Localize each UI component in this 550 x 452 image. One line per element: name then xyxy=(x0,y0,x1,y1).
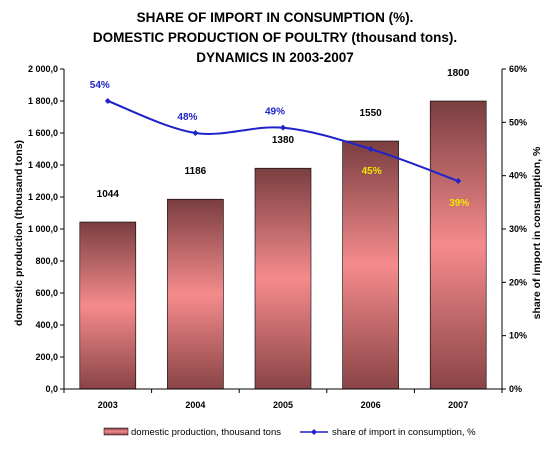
y-left-tick-label: 1 600,0 xyxy=(28,128,58,138)
y-left-tick-label: 600,0 xyxy=(35,288,58,298)
y-left-tick-label: 400,0 xyxy=(35,320,58,330)
x-tick-label-2005: 2005 xyxy=(273,400,293,410)
axes-layer: 0,0 200,0 400,0 600,0 800,0 1 000,0 1 200,0 1 4… xyxy=(28,64,527,410)
legend-line-marker xyxy=(311,429,317,435)
y-left-tick-label: 1 800,0 xyxy=(28,96,58,106)
x-tick-label-2003: 2003 xyxy=(98,400,118,410)
y-right-tick-label: 60% xyxy=(509,64,527,74)
bar-2005 xyxy=(254,167,312,390)
bar-value-label-2004: 1186 xyxy=(185,166,207,177)
bar-2007 xyxy=(429,100,487,390)
import-share-point-2004 xyxy=(192,130,199,136)
legend-line-label: share of import in consumption, % xyxy=(332,427,476,438)
bars-layer xyxy=(79,100,487,390)
y-right-tick-label: 40% xyxy=(509,171,527,181)
y-axis-left-title: domestic production (thousand tons) xyxy=(13,140,25,326)
legend-bar-label: domestic production, thousand tons xyxy=(131,427,281,438)
bar-2006 xyxy=(342,140,399,390)
bar-value-label-2005: 1380 xyxy=(272,135,295,146)
bar-2004 xyxy=(167,198,224,390)
chart-title-line-3: DYNAMICS IN 2003-2007 xyxy=(196,50,354,65)
y-left-tick-label: 0,0 xyxy=(45,384,58,394)
y-left-tick-label: 2 000,0 xyxy=(28,64,58,74)
y-right-tick-label: 10% xyxy=(509,331,527,341)
legend-bar-swatch xyxy=(103,427,129,436)
y-left-tick-label: 800,0 xyxy=(35,256,58,266)
bar-value-label-2003: 1044 xyxy=(97,189,120,200)
import-share-label-2003: 54% xyxy=(90,80,110,91)
y-axis-right-title: share of import in consumption, % xyxy=(531,146,543,319)
bar-value-label-2007: 1800 xyxy=(447,68,470,79)
y-right-tick-label: 30% xyxy=(509,224,527,234)
import-share-label-2006: 45% xyxy=(362,166,382,177)
import-share-label-2005: 49% xyxy=(265,107,285,118)
chart-title-line-2: DOMESTIC PRODUCTION OF POULTRY (thousand… xyxy=(93,30,457,45)
x-tick-label-2004: 2004 xyxy=(185,400,205,410)
import-share-label-2004: 48% xyxy=(177,112,197,123)
bar-value-label-2006: 1550 xyxy=(359,108,382,119)
y-left-tick-label: 1 400,0 xyxy=(28,160,58,170)
y-right-tick-label: 0% xyxy=(509,384,522,394)
x-tick-label-2007: 2007 xyxy=(448,400,468,410)
line-layer xyxy=(104,98,462,184)
import-share-point-2007 xyxy=(455,178,462,184)
import-share-point-2003 xyxy=(104,98,111,104)
x-tick-label-2006: 2006 xyxy=(361,400,381,410)
import-share-point-2006 xyxy=(367,146,374,152)
legend: domestic production, thousand tons share… xyxy=(103,427,476,438)
y-left-tick-label: 1 200,0 xyxy=(28,192,58,202)
y-left-tick-label: 200,0 xyxy=(35,352,58,362)
labels-layer: 1044 1186 1380 1550 1800 54% 48% 49% 45% 39% xyxy=(90,68,470,209)
y-right-tick-label: 20% xyxy=(509,277,527,287)
import-share-point-2005 xyxy=(280,124,286,131)
chart-title-line-1: SHARE OF IMPORT IN CONSUMPTION (%). xyxy=(137,10,414,25)
import-share-label-2007: 39% xyxy=(449,198,469,209)
y-left-tick-label: 1 000,0 xyxy=(28,224,58,234)
y-right-tick-label: 50% xyxy=(509,117,527,127)
bar-2003 xyxy=(79,221,137,390)
